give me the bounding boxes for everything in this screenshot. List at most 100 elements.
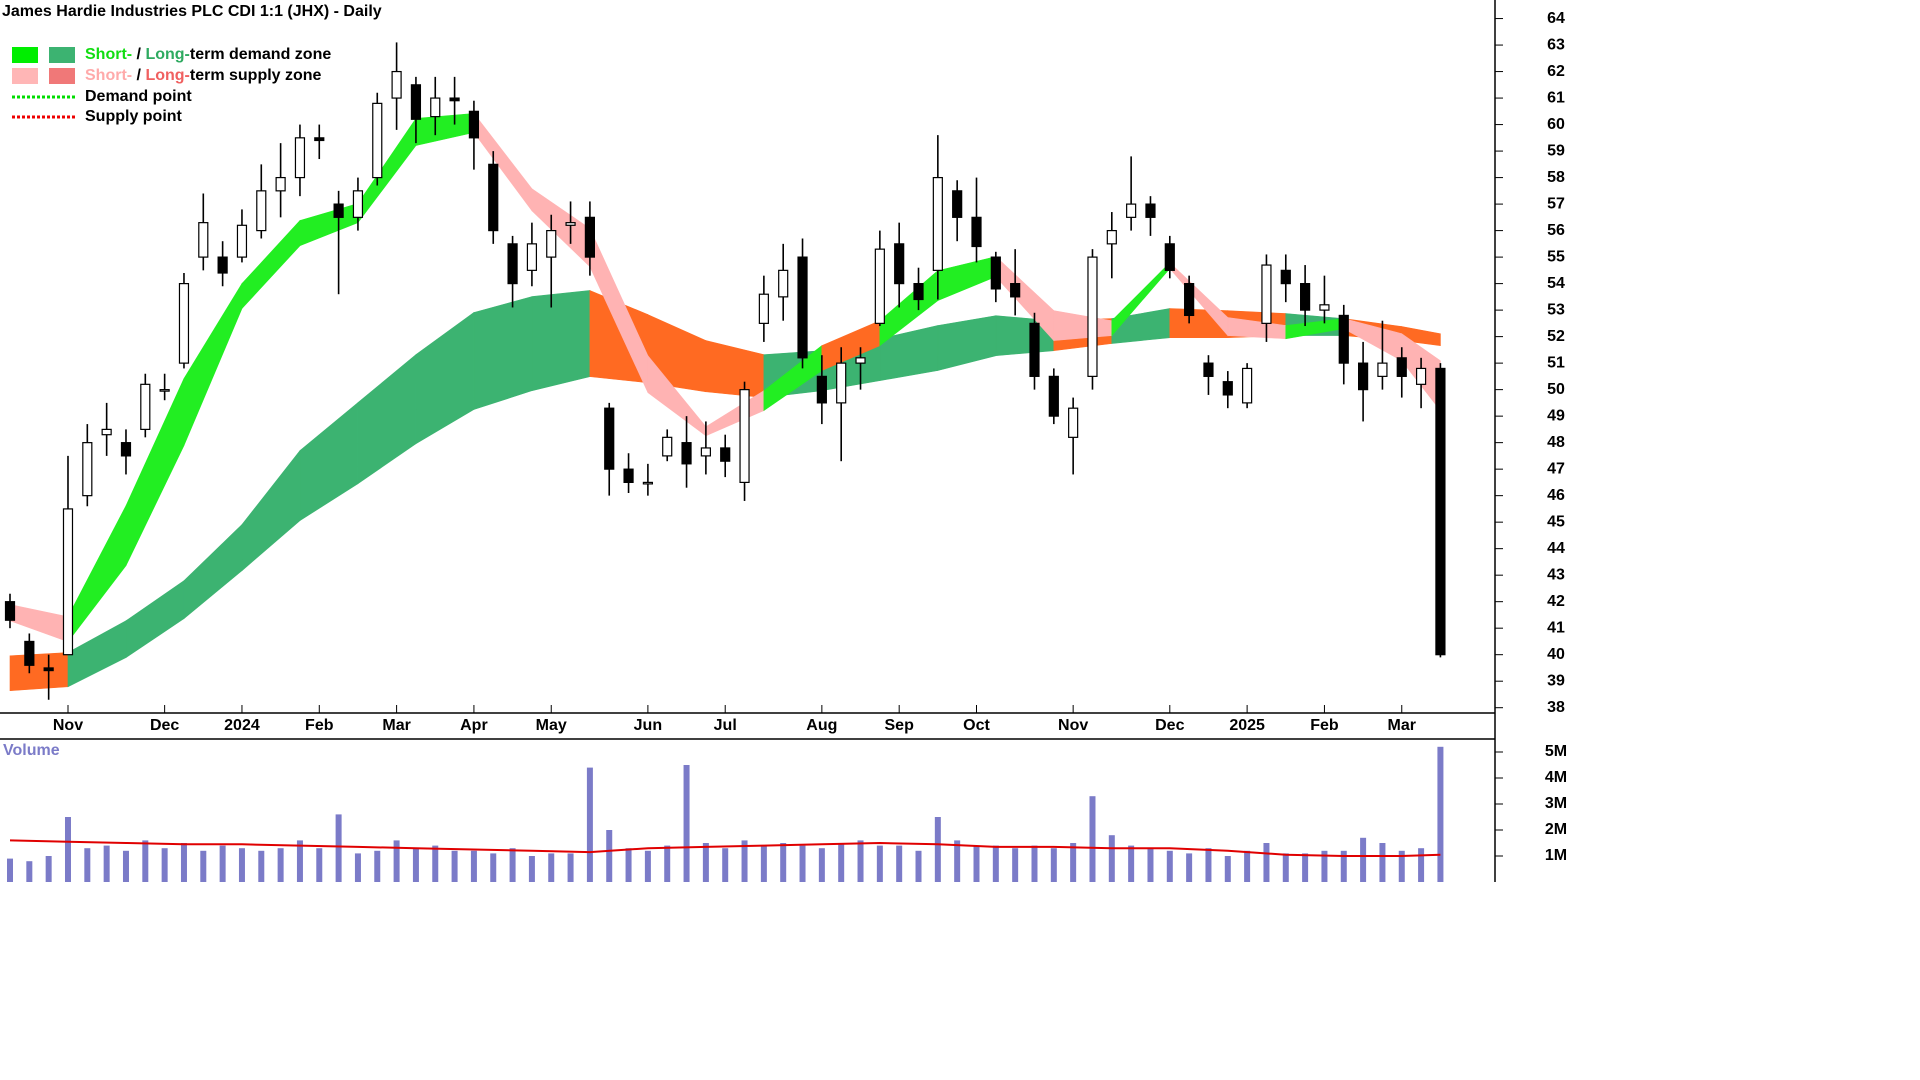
volume-bar: [1263, 843, 1270, 882]
volume-bar: [1340, 850, 1347, 882]
y-tick-label: 53: [1547, 301, 1565, 318]
candle-body: [1261, 264, 1272, 324]
volume-bar: [625, 848, 632, 882]
volume-bar: [490, 853, 497, 882]
volume-bar: [1321, 850, 1328, 882]
volume-bar: [857, 840, 864, 882]
x-tick-label: Jul: [714, 717, 737, 734]
volume-bar: [84, 848, 91, 882]
volume-bar: [1205, 848, 1212, 882]
y-tick-label: 56: [1547, 222, 1565, 239]
volume-bar: [586, 767, 593, 882]
volume-bar: [1302, 853, 1309, 882]
legend-label: Supply point: [85, 108, 183, 125]
volume-bar: [1437, 746, 1444, 882]
y-tick-label: 38: [1547, 699, 1565, 716]
legend-text: Long-: [145, 46, 189, 63]
candle-body: [952, 190, 963, 218]
volume-bar: [567, 853, 574, 882]
volume-bar: [664, 845, 671, 882]
y-tick-label: 61: [1547, 89, 1565, 106]
candle-body: [178, 283, 190, 364]
candle-body: [1010, 283, 1021, 298]
x-tick-label: Aug: [806, 717, 837, 734]
volume-bar: [1070, 843, 1077, 882]
legend-text: /: [132, 46, 145, 63]
volume-bar: [548, 853, 555, 882]
candle-body: [352, 190, 364, 218]
volume-bar: [1360, 837, 1367, 882]
x-tick-label: Nov: [1058, 717, 1088, 734]
legend-text: Demand point: [85, 88, 192, 105]
candle-body: [24, 640, 35, 666]
x-tick-label: 2025: [1229, 717, 1265, 734]
candle-body: [855, 357, 866, 364]
candle-body: [1145, 203, 1156, 218]
volume-bar: [1012, 848, 1019, 882]
y-tick-label: 50: [1547, 381, 1565, 398]
y-tick-label: 43: [1547, 566, 1565, 583]
volume-bar: [702, 843, 709, 882]
candle-body: [604, 407, 615, 470]
y-tick-label: 57: [1547, 195, 1565, 212]
volume-bar: [838, 843, 845, 882]
y-tick-label: 42: [1547, 593, 1565, 610]
volume-bar: [200, 850, 207, 882]
y-tick-label: 54: [1547, 275, 1565, 292]
candle-body: [1242, 367, 1253, 404]
y-tick-label: 52: [1547, 328, 1565, 345]
volume-bar: [122, 850, 129, 882]
candle-body: [642, 481, 653, 485]
candle-body: [120, 442, 132, 457]
candle-body: [410, 84, 422, 120]
volume-bar: [954, 840, 961, 882]
legend-label: Short- / Long-term demand zone: [85, 46, 331, 63]
y-tick-label: 40: [1547, 646, 1565, 663]
volume-bar: [142, 840, 149, 882]
y-tick-label: 51: [1547, 354, 1565, 371]
legend-swatch: [49, 68, 75, 84]
y-tick-label: 3M: [1545, 795, 1567, 812]
y-tick-label: 5M: [1545, 743, 1567, 760]
candle-body: [700, 447, 711, 457]
y-tick-label: 47: [1547, 460, 1565, 477]
candle-body: [488, 163, 499, 232]
candle-body: [971, 216, 982, 248]
x-tick-label: May: [536, 717, 567, 734]
volume-bar: [451, 850, 458, 882]
x-tick-label: Jun: [634, 717, 662, 734]
candle-body: [82, 442, 93, 497]
candle-body: [1357, 362, 1369, 391]
volume-bar: [335, 814, 342, 882]
volume-bar: [973, 845, 980, 882]
volume-bar: [799, 845, 806, 882]
axes: 38 39 40 41 42 43 44 45 46 47 48 49 50 51 52 53 54 55 56 57…: [0, 0, 1567, 882]
candle-body: [1415, 367, 1427, 385]
candle-body: [236, 224, 248, 258]
volume-bar: [1244, 850, 1251, 882]
candle-body: [623, 468, 634, 484]
volume-bar: [432, 845, 439, 882]
y-tick-label: 64: [1547, 10, 1565, 27]
candle-body: [1396, 357, 1407, 377]
volume-bar: [1186, 853, 1193, 882]
volume-bar: [64, 817, 71, 882]
x-tick-label: Dec: [1155, 717, 1184, 734]
candle-body: [1203, 362, 1214, 377]
candle-body: [372, 102, 383, 179]
y-tick-label: 63: [1547, 36, 1565, 53]
candle-body: [275, 176, 286, 192]
volume-bar: [1166, 850, 1173, 882]
candle-body: [198, 222, 209, 258]
legend-text: term demand zone: [190, 46, 331, 63]
candle-body: [584, 216, 596, 258]
candle-body: [101, 428, 112, 436]
y-tick-label: 1M: [1545, 847, 1567, 864]
candle-body: [565, 222, 576, 226]
volume-bar: [780, 843, 787, 882]
volume-bar: [1128, 845, 1135, 882]
y-tick-label: 4M: [1545, 769, 1567, 786]
